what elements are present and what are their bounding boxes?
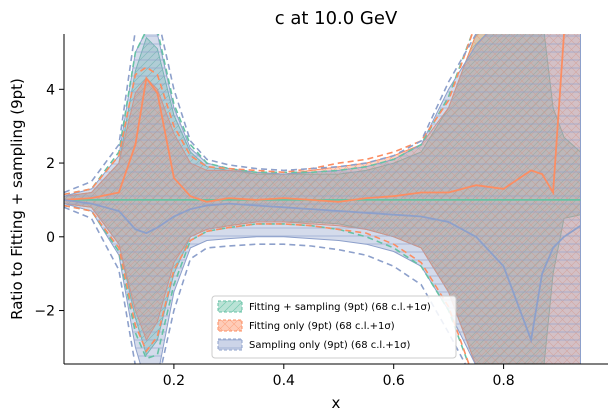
x-tick-label: 0.2 (163, 373, 185, 389)
legend-entry-sampling-only: Sampling only (9pt) (68 c.l.+1σ) (217, 338, 410, 351)
legend-entry-fitting-sampling: Fitting + sampling (9pt) (68 c.l.+1σ) (217, 300, 431, 313)
y-axis-ticks: −2 0 2 4 (34, 82, 64, 320)
chart-title: c at 10.0 GeV (275, 8, 398, 29)
legend-swatch-hatch-fitting-only (218, 320, 242, 331)
y-tick-label: −2 (34, 304, 55, 320)
legend-frame (211, 295, 457, 359)
y-tick-label: 2 (46, 156, 55, 172)
dashed-upper-sampling-only (64, 34, 478, 194)
x-tick-label: 0.4 (273, 373, 295, 389)
x-tick-label: 0.6 (383, 373, 405, 389)
legend: Fitting + sampling (9pt) (68 c.l.+1σ) Fi… (211, 295, 457, 359)
dashed-lower-fitting-only (64, 204, 470, 364)
y-tick-label: 4 (46, 82, 55, 98)
legend-swatch-hatch-fitting-sampling (218, 301, 242, 312)
dashed-upper-fitting-sampling (64, 34, 473, 196)
dashed-lower-sampling-only (64, 206, 467, 364)
legend-swatch-hatch-sampling-only (218, 339, 242, 350)
x-axis-ticks: 0.2 0.4 0.6 0.8 (163, 364, 515, 389)
central-line-fitting-only (64, 34, 566, 203)
legend-entry-fitting-only: Fitting only (9pt) (68 c.l.+1σ) (217, 319, 395, 332)
legend-label-fitting-only: Fitting only (9pt) (68 c.l.+1σ) (249, 321, 395, 332)
plot-area (64, 34, 582, 364)
legend-label-sampling-only: Sampling only (9pt) (68 c.l.+1σ) (249, 340, 410, 351)
legend-label-fitting-sampling: Fitting + sampling (9pt) (68 c.l.+1σ) (249, 302, 431, 313)
central-line-sampling-only (64, 199, 582, 344)
x-tick-label: 0.8 (492, 373, 514, 389)
x-axis-label: x (332, 394, 341, 412)
y-tick-label: 0 (46, 230, 55, 246)
y-axis-label: Ratio to Fitting + sampling (9pt) (8, 78, 26, 320)
